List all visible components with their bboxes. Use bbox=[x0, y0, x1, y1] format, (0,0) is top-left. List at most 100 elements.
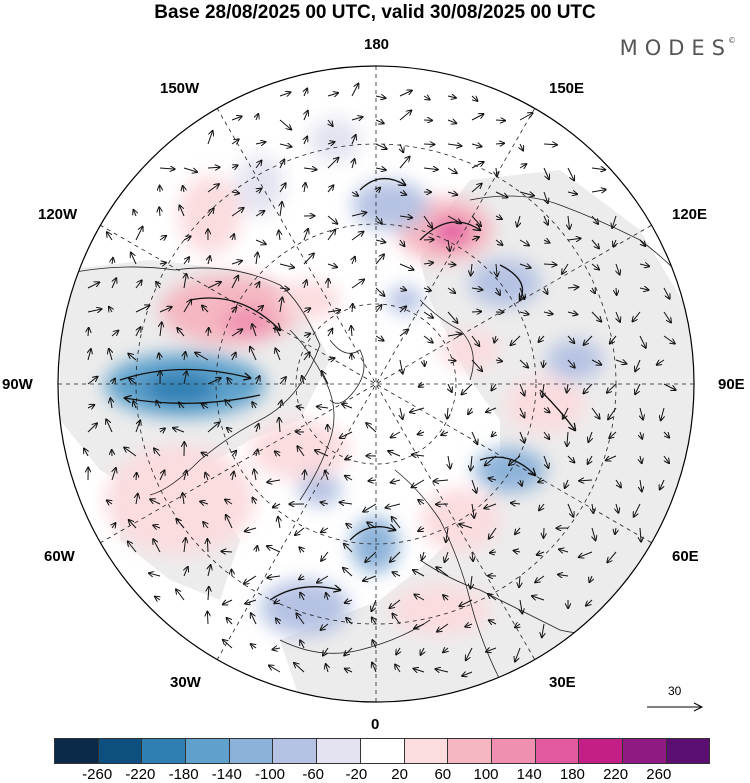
colorbar-swatch bbox=[97, 739, 142, 763]
wind-vector bbox=[252, 402, 256, 409]
wind-vector bbox=[274, 600, 281, 603]
wind-vector bbox=[231, 139, 239, 144]
wind-vector bbox=[424, 359, 425, 366]
wind-vector bbox=[352, 304, 353, 313]
wind-vector bbox=[441, 432, 449, 435]
wind-vector bbox=[519, 575, 520, 587]
wind-vector bbox=[300, 593, 304, 601]
wind-vector bbox=[256, 450, 258, 457]
wind-vector bbox=[393, 572, 401, 576]
wind-vector bbox=[207, 612, 208, 625]
wind-vector bbox=[255, 211, 264, 217]
wind-vector bbox=[327, 310, 340, 312]
wind-vector bbox=[327, 215, 337, 224]
wind-vector bbox=[639, 239, 645, 246]
wind-vector bbox=[639, 335, 646, 348]
wind-vector bbox=[231, 570, 232, 577]
wind-vector bbox=[304, 183, 306, 193]
wind-vector bbox=[544, 215, 548, 225]
wind-vector bbox=[323, 647, 329, 656]
wind-vector bbox=[326, 593, 328, 601]
wind-vector bbox=[363, 575, 377, 581]
wind-vector bbox=[462, 383, 473, 395]
wind-vector bbox=[110, 398, 112, 409]
wind-vector bbox=[640, 527, 641, 542]
wind-vector bbox=[539, 503, 544, 510]
wind-vector bbox=[345, 600, 353, 603]
wind-vector bbox=[591, 168, 605, 170]
wind-vector bbox=[543, 144, 557, 145]
wind-vector bbox=[255, 161, 262, 169]
wind-vector bbox=[663, 455, 669, 463]
wind-vector bbox=[340, 502, 353, 504]
wind-vector bbox=[345, 456, 353, 460]
wind-vector bbox=[399, 91, 412, 97]
wind-vector bbox=[87, 282, 99, 289]
wind-vector bbox=[423, 311, 433, 318]
wind-vector bbox=[519, 239, 529, 246]
wind-vector bbox=[567, 312, 577, 315]
wind-vector bbox=[613, 239, 616, 246]
wind-vector bbox=[591, 190, 606, 192]
wind-vector bbox=[256, 189, 261, 193]
wind-vector bbox=[245, 600, 257, 604]
wind-vector bbox=[495, 360, 502, 361]
wind-vector bbox=[399, 216, 412, 218]
wind-vector bbox=[567, 503, 573, 517]
lon-label-90w: 90W bbox=[2, 376, 33, 393]
wind-vector bbox=[279, 119, 291, 130]
wind-vector bbox=[112, 258, 113, 265]
wind-vector bbox=[657, 360, 665, 365]
wind-vector bbox=[495, 143, 504, 144]
colorbar-swatch bbox=[359, 739, 404, 763]
wind-vector bbox=[300, 640, 304, 649]
wind-vector bbox=[280, 160, 284, 169]
wind-vector bbox=[250, 347, 257, 361]
wind-vector bbox=[423, 168, 438, 170]
wind-vector bbox=[176, 589, 185, 601]
wind-vector bbox=[177, 328, 185, 337]
wind-vector bbox=[371, 599, 377, 611]
wind-vector bbox=[279, 288, 289, 289]
colorbar-swatch bbox=[534, 739, 579, 763]
colorbar-tick-label: 140 bbox=[516, 766, 542, 783]
colorbar-swatch bbox=[665, 739, 710, 763]
wind-vector bbox=[267, 576, 281, 578]
wind-vector bbox=[664, 431, 669, 438]
wind-vector bbox=[129, 520, 137, 529]
wind-vector bbox=[471, 359, 482, 371]
lon-label-30w: 30W bbox=[170, 674, 201, 691]
wind-vector bbox=[232, 451, 236, 456]
wind-vector bbox=[616, 503, 618, 513]
wind-vector bbox=[592, 503, 593, 513]
wind-vector bbox=[419, 384, 424, 387]
wind-vector bbox=[155, 597, 160, 600]
wind-vector bbox=[472, 551, 473, 561]
wind-vector bbox=[486, 648, 497, 652]
colorbar-tick-label: 260 bbox=[646, 766, 672, 783]
wind-vector bbox=[567, 238, 581, 240]
wind-vector bbox=[375, 240, 385, 242]
colorbar-swatch bbox=[228, 739, 273, 763]
colorbar-swatch bbox=[185, 739, 229, 763]
wind-vector bbox=[567, 192, 577, 194]
wind-vector bbox=[579, 480, 593, 481]
wind-vector bbox=[256, 253, 258, 265]
wind-vector bbox=[616, 287, 617, 295]
wind-vector bbox=[303, 229, 308, 241]
wind-vector bbox=[159, 470, 165, 481]
wind-vector bbox=[543, 455, 548, 468]
wind-vector bbox=[87, 405, 94, 408]
reference-vector-value: 30 bbox=[668, 684, 682, 698]
wind-vector bbox=[135, 420, 140, 433]
wind-vector bbox=[563, 407, 569, 419]
wind-vector bbox=[159, 236, 166, 240]
wind-vector bbox=[543, 240, 550, 243]
wind-vector bbox=[111, 278, 116, 289]
wind-vector bbox=[159, 353, 160, 361]
wind-vector bbox=[322, 371, 329, 385]
wind-vector bbox=[470, 575, 472, 589]
wind-vector bbox=[375, 215, 382, 224]
wind-vector bbox=[328, 425, 329, 433]
